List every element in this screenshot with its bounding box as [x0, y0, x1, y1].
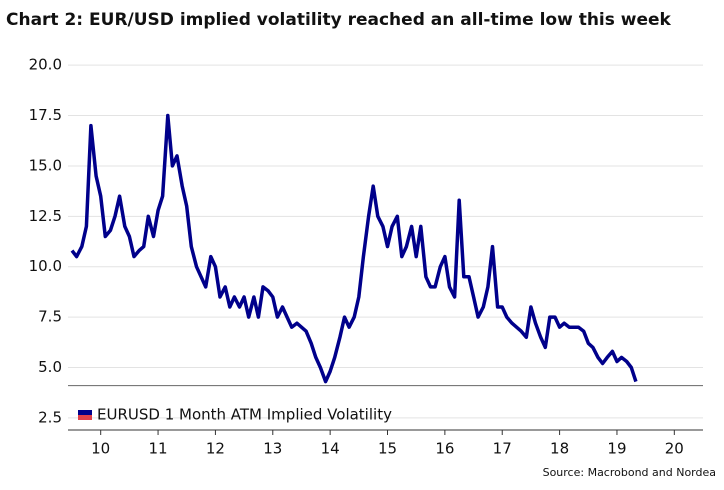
x-tick-label: 15: [378, 440, 397, 458]
chart-title: Chart 2: EUR/USD implied volatility reac…: [6, 10, 672, 30]
source-note: Source: Macrobond and Nordea: [543, 466, 716, 479]
y-tick-label: 7.5: [38, 308, 62, 326]
x-tick-label: 13: [263, 440, 282, 458]
x-tick-label: 17: [493, 440, 512, 458]
x-tick-label: 20: [665, 440, 684, 458]
x-tick-label: 19: [607, 440, 626, 458]
y-tick-label: 12.5: [29, 207, 62, 225]
series-line: [70, 113, 638, 384]
y-tick-label: 15.0: [29, 156, 62, 174]
y-tick-label: 20.0: [29, 56, 62, 74]
y-tick-label: 2.5: [38, 408, 62, 426]
legend-swatch: [78, 415, 92, 420]
y-tick-label: 10.0: [29, 257, 62, 275]
x-tick-label: 11: [149, 440, 168, 458]
x-tick-label: 18: [550, 440, 569, 458]
x-tick-label: 12: [206, 440, 225, 458]
x-tick-label: 10: [91, 440, 110, 458]
legend-swatch: [78, 410, 92, 415]
x-tick-label: 16: [435, 440, 454, 458]
legend-label: EURUSD 1 Month ATM Implied Volatility: [97, 406, 392, 424]
y-tick-label: 5.0: [38, 358, 62, 376]
x-tick-label: 14: [321, 440, 340, 458]
y-tick-label: 17.5: [29, 106, 62, 124]
